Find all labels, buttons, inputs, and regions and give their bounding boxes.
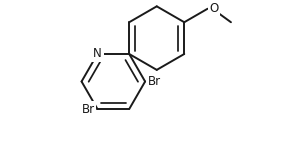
Text: O: O xyxy=(210,2,219,15)
Text: Br: Br xyxy=(148,75,161,88)
Text: Br: Br xyxy=(81,103,94,115)
Text: N: N xyxy=(93,48,102,61)
